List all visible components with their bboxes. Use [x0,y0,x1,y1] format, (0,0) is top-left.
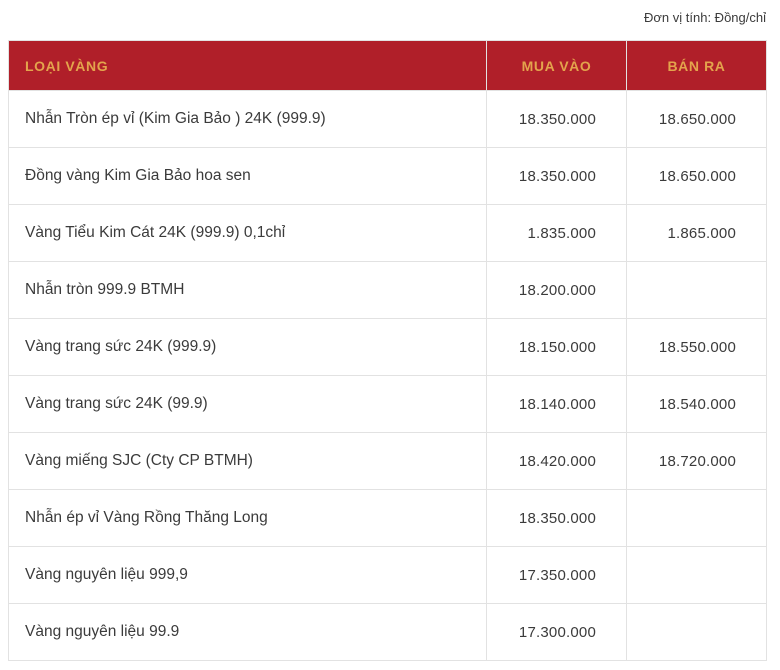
column-header-buy-price: MUA VÀO [486,40,627,91]
cell-sell-price [626,603,767,661]
cell-buy-price: 18.200.000 [486,261,627,319]
cell-buy-price: 18.150.000 [486,318,627,376]
cell-sell-price: 18.540.000 [626,375,767,433]
table-row: Nhẫn tròn 999.9 BTMH 18.200.000 [8,261,767,319]
cell-buy-price: 17.300.000 [486,603,627,661]
cell-gold-type: Nhẫn ép vỉ Vàng Rồng Thăng Long [8,489,487,547]
table-row: Vàng Tiểu Kim Cát 24K (999.9) 0,1chỉ 1.83… [8,204,767,262]
cell-buy-price: 18.350.000 [486,147,627,205]
column-header-sell-price: BÁN RA [626,40,767,91]
table-row: Vàng trang sức 24K (99.9) 18.140.000 18.54… [8,375,767,433]
gold-price-table: LOẠI VÀNG MUA VÀO BÁN RA Nhẫn Tròn ép vỉ… [8,40,767,661]
cell-sell-price [626,261,767,319]
table-row: Vàng miếng SJC (Cty CP BTMH) 18.420.000 18… [8,432,767,490]
cell-buy-price: 17.350.000 [486,546,627,604]
cell-sell-price: 1.865.000 [626,204,767,262]
cell-sell-price [626,546,767,604]
gold-price-table-body: Nhẫn Tròn ép vỉ (Kim Gia Bảo ) 24K (999.… [8,90,767,661]
cell-gold-type: Nhẫn tròn 999.9 BTMH [8,261,487,319]
cell-buy-price: 18.350.000 [486,90,627,148]
gold-price-table-header: LOẠI VÀNG MUA VÀO BÁN RA [8,40,767,91]
table-row: Vàng nguyên liệu 99.9 17.300.000 [8,603,767,661]
table-row: Vàng trang sức 24K (999.9) 18.150.000 18.5… [8,318,767,376]
cell-gold-type: Vàng trang sức 24K (99.9) [8,375,487,433]
table-row: Nhẫn ép vỉ Vàng Rồng Thăng Long 18.350.00… [8,489,767,547]
table-row: Đồng vàng Kim Gia Bảo hoa sen 18.350.000 1… [8,147,767,205]
cell-sell-price: 18.650.000 [626,147,767,205]
cell-gold-type: Vàng nguyên liệu 999,9 [8,546,487,604]
cell-gold-type: Nhẫn Tròn ép vỉ (Kim Gia Bảo ) 24K (999.… [8,90,487,148]
cell-gold-type: Vàng trang sức 24K (999.9) [8,318,487,376]
cell-sell-price: 18.720.000 [626,432,767,490]
cell-buy-price: 1.835.000 [486,204,627,262]
cell-sell-price: 18.550.000 [626,318,767,376]
table-row: Vàng nguyên liệu 999,9 17.350.000 [8,546,767,604]
cell-gold-type: Vàng miếng SJC (Cty CP BTMH) [8,432,487,490]
cell-gold-type: Vàng nguyên liệu 99.9 [8,603,487,661]
table-row: Nhẫn Tròn ép vỉ (Kim Gia Bảo ) 24K (999.… [8,90,767,148]
cell-buy-price: 18.420.000 [486,432,627,490]
header-row: LOẠI VÀNG MUA VÀO BÁN RA [8,40,767,91]
unit-label: Đơn vị tính: Đồng/chỉ [644,10,766,25]
cell-gold-type: Đồng vàng Kim Gia Bảo hoa sen [8,147,487,205]
cell-sell-price [626,489,767,547]
cell-buy-price: 18.140.000 [486,375,627,433]
cell-buy-price: 18.350.000 [486,489,627,547]
cell-gold-type: Vàng Tiểu Kim Cát 24K (999.9) 0,1chỉ [8,204,487,262]
cell-sell-price: 18.650.000 [626,90,767,148]
column-header-gold-type: LOẠI VÀNG [8,40,487,91]
